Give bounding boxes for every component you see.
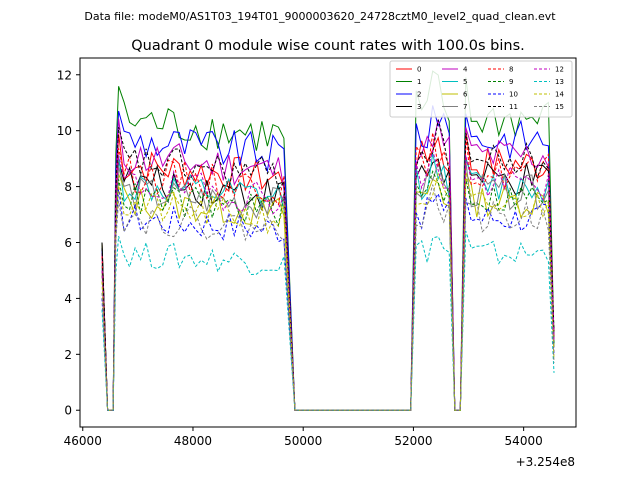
series-line-15 (101, 184, 555, 411)
y-tick-label: 4 (64, 292, 72, 306)
series-line-4 (101, 118, 555, 411)
legend-label-7: 7 (463, 103, 467, 111)
legend-label-4: 4 (463, 66, 468, 74)
series-line-13 (101, 230, 555, 411)
series-line-7 (101, 160, 555, 411)
y-tick-label: 10 (57, 124, 72, 138)
legend-label-15: 15 (555, 103, 564, 111)
y-tick-label: 0 (64, 404, 72, 418)
plot-lines (101, 70, 555, 411)
legend-label-12: 12 (555, 66, 564, 74)
series-line-1 (101, 70, 555, 411)
legend-label-1: 1 (417, 78, 421, 86)
x-axis: 46000 48000 50000 52000 54000 (64, 427, 543, 448)
legend-label-9: 9 (509, 78, 513, 86)
y-tick-label: 2 (64, 348, 72, 362)
legend-label-13: 13 (555, 78, 564, 86)
legend-label-11: 11 (509, 103, 518, 111)
y-tick-label: 8 (64, 180, 72, 194)
x-tick-label: 46000 (64, 434, 102, 448)
series-line-0 (101, 130, 555, 411)
legend-label-14: 14 (555, 91, 564, 99)
series-line-5 (101, 153, 555, 411)
legend-label-6: 6 (463, 91, 468, 99)
x-tick-label: 52000 (394, 434, 432, 448)
legend-label-2: 2 (417, 91, 421, 99)
series-line-11 (101, 119, 555, 411)
x-offset-label: +3.254e8 (516, 455, 575, 469)
legend-label-8: 8 (509, 66, 513, 74)
x-tick-label: 50000 (284, 434, 322, 448)
y-tick-label: 12 (57, 68, 72, 82)
legend-label-10: 10 (509, 91, 518, 99)
series-line-2 (101, 105, 555, 411)
chart-suptitle: Data file: modeM0/AS1T03_194T01_90000036… (84, 10, 556, 23)
series-line-8 (101, 132, 555, 411)
y-tick-label: 6 (64, 236, 72, 250)
legend-box (389, 60, 573, 118)
y-axis: 0 2 4 6 8 10 12 (57, 68, 80, 418)
series-line-14 (101, 172, 555, 411)
chart-title: Quadrant 0 module wise count rates with … (131, 38, 525, 54)
series-line-9 (101, 170, 555, 411)
series-line-10 (101, 187, 555, 411)
x-tick-label: 48000 (174, 434, 212, 448)
series-line-12 (101, 149, 555, 411)
series-line-6 (101, 172, 555, 411)
legend-label-3: 3 (417, 103, 421, 111)
x-tick-label: 54000 (505, 434, 543, 448)
legend-label-5: 5 (463, 78, 467, 86)
legend-label-0: 0 (417, 66, 421, 74)
